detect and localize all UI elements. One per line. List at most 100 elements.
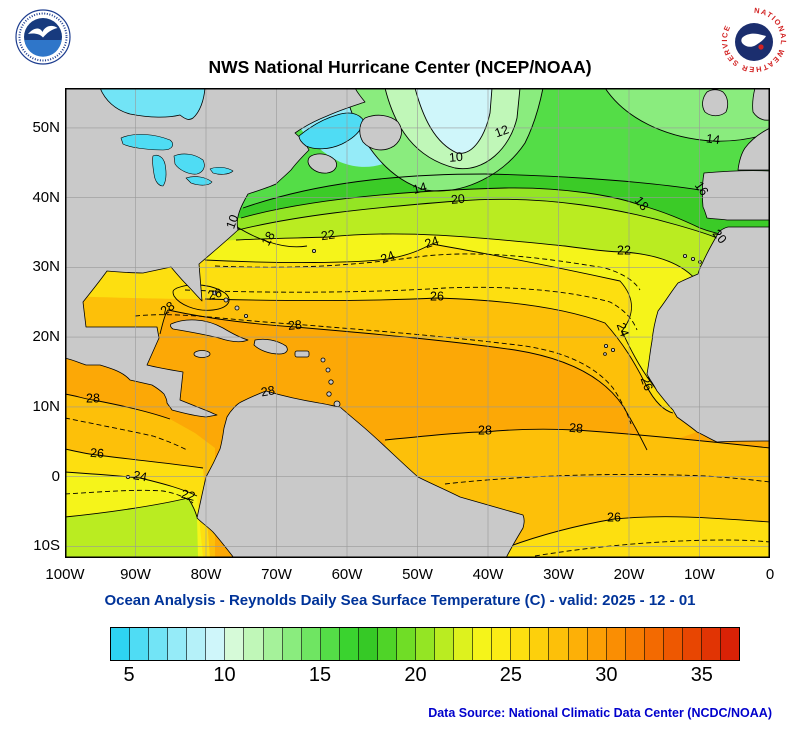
colorbar-cell	[416, 628, 436, 660]
contour-label: 28	[260, 383, 276, 399]
contour-label: 28	[158, 299, 177, 318]
contour-label: 28	[569, 421, 584, 436]
sst-map: 12 14 10 14 16 20 18 10 22 20 18 24 22 24 26 26 28 28 24 26…	[65, 88, 770, 558]
y-axis-label: 10N	[32, 397, 60, 415]
lake-ontario	[209, 166, 234, 175]
colorbar-cell	[320, 628, 340, 660]
contour-label: 26	[206, 286, 223, 303]
contour-label: 22	[180, 487, 197, 504]
x-axis-label: 30W	[543, 566, 574, 583]
gulf-of-st-lawrence	[298, 112, 365, 150]
colorbar-cell	[377, 628, 397, 660]
contour-label: 10	[223, 213, 241, 231]
colorbar-cell	[606, 628, 626, 660]
colorbar-cell	[454, 628, 474, 660]
x-axis-label: 80W	[190, 566, 222, 583]
colorbar-tick-label: 15	[308, 664, 332, 686]
jamaica	[193, 350, 211, 358]
colorbar-cell	[206, 628, 226, 660]
colorbar-cell	[644, 628, 664, 660]
colorbar-cell	[701, 628, 721, 660]
data-source-note: Data Source: National Climatic Data Cent…	[428, 706, 772, 720]
colorbar-cell	[130, 628, 150, 660]
contour-label: 28	[287, 318, 302, 333]
colorbar-cell	[663, 628, 683, 660]
contour-label: 22	[320, 227, 336, 243]
map-frame	[65, 88, 770, 558]
colorbar-cell	[682, 628, 702, 660]
contour-label: 26	[430, 289, 444, 303]
cuba	[170, 319, 249, 343]
contour-label: 26	[638, 375, 656, 393]
colorbar-cell	[568, 628, 588, 660]
map-caption: Ocean Analysis - Reynolds Daily Sea Surf…	[104, 592, 696, 609]
contour-label: 24	[132, 468, 148, 484]
colorbar-cell	[587, 628, 607, 660]
puerto-rico	[294, 350, 310, 358]
x-axis-label: 20W	[613, 566, 645, 583]
colorbar	[110, 627, 740, 661]
colorbar-cell	[168, 628, 188, 660]
colorbar-cell	[263, 628, 283, 660]
colorbar-tick-label: 20	[404, 664, 427, 686]
iberia	[701, 170, 770, 221]
colorbar-tick-label: 10	[213, 664, 236, 686]
contour-label: 28	[478, 423, 492, 437]
colorbar-cell	[396, 628, 416, 660]
contour-label: 24	[614, 321, 632, 339]
ireland	[702, 89, 729, 117]
x-axis-label: 60W	[331, 566, 363, 583]
y-axis-label: 0	[51, 467, 60, 485]
x-axis-label: 70W	[261, 566, 292, 583]
x-axis-label: 90W	[120, 566, 151, 583]
contour-label: 24	[423, 234, 441, 252]
contour-label: 26	[90, 446, 105, 461]
contour-label: 14	[411, 180, 428, 197]
lake-superior	[120, 134, 173, 151]
colorbar-tick-label: 35	[690, 664, 713, 686]
colorbar-tick-label: 30	[595, 664, 618, 686]
contour-label: 10	[448, 150, 463, 165]
bermuda	[311, 248, 316, 253]
west-africa	[646, 226, 770, 443]
colorbar-cell	[111, 628, 131, 660]
y-axis-label: 40N	[32, 188, 60, 206]
lake-huron	[173, 153, 205, 175]
south-america	[196, 390, 525, 558]
colorbar-ticks: 5 10 15 20 25 30 35	[110, 664, 740, 690]
y-axis-label: 10S	[33, 537, 60, 555]
colorbar-cell	[492, 628, 512, 660]
colorbar-cell	[301, 628, 321, 660]
colorbar-cell	[511, 628, 531, 660]
colorbar-tick-label: 5	[123, 664, 135, 686]
colorbar-cell	[225, 628, 245, 660]
x-axis-label: 50W	[402, 566, 433, 583]
colorbar-cell	[187, 628, 207, 660]
x-axis: 100W 90W 80W 70W 60W 50W 40W 30W 20W 10W 0	[45, 566, 774, 586]
newfoundland	[359, 114, 402, 151]
contour-label: 26	[607, 510, 621, 524]
colorbar-cell	[244, 628, 264, 660]
x-axis-label: 0	[765, 566, 775, 583]
nws-logo-icon: NATIONAL WEATHER SERVICE	[720, 5, 788, 75]
noaa-seal-icon	[12, 8, 74, 68]
x-axis-label: 100W	[45, 566, 85, 583]
colorbar-cell	[530, 628, 550, 660]
colorbar-cell	[473, 628, 493, 660]
colorbar-cell	[721, 628, 740, 660]
lake-erie	[185, 176, 213, 186]
colorbar-cell	[149, 628, 169, 660]
y-axis-label: 30N	[32, 258, 60, 276]
colorbar-cell	[435, 628, 455, 660]
nova-scotia	[307, 153, 337, 174]
contour-label: 22	[617, 243, 631, 257]
colorbar-tick-label: 25	[499, 664, 523, 686]
colorbar-cell	[339, 628, 359, 660]
contour-label: 18	[259, 229, 278, 248]
colorbar-cell	[549, 628, 569, 660]
contour-label: 20	[450, 192, 465, 207]
hudson-bay	[99, 88, 206, 120]
contour-label: 24	[379, 248, 397, 266]
lake-michigan	[152, 154, 167, 187]
